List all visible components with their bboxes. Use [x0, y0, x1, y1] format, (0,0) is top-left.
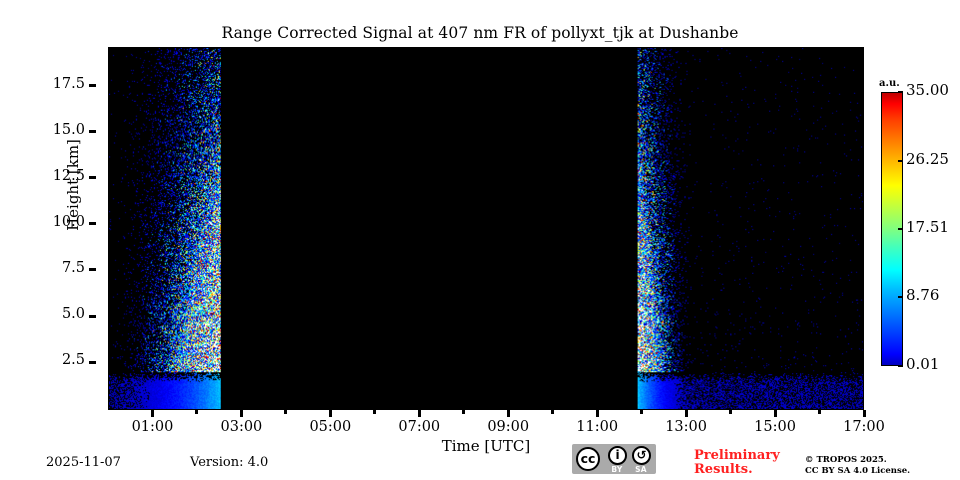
- y-tick-label: 2.5: [61, 352, 85, 369]
- cc-sa-icon: ↺: [632, 446, 651, 465]
- x-tick-label: 05:00: [309, 419, 352, 435]
- cc-by-icon: i: [608, 446, 627, 465]
- creative-commons-badge[interactable]: cc i ↺ BY SA: [572, 444, 656, 474]
- x-minor-tick-mark: [818, 410, 822, 414]
- x-tick-mark: [239, 410, 243, 417]
- page-title: Range Corrected Signal at 407 nm FR of p…: [221, 24, 739, 42]
- x-minor-tick-mark: [729, 410, 733, 414]
- cc-sa-caption: SA: [635, 465, 647, 474]
- colorbar-tick-mark: [898, 91, 903, 93]
- x-tick-label: 01:00: [131, 419, 174, 435]
- y-tick-mark: [89, 222, 96, 226]
- y-tick-mark: [89, 268, 96, 272]
- heatmap-plot-area: [108, 47, 864, 410]
- y-tick-label: 10.0: [52, 213, 85, 230]
- colorbar-tick-mark: [898, 227, 903, 230]
- colorbar-tick-label: 8.76: [906, 286, 940, 305]
- x-tick-label: 11:00: [576, 419, 619, 435]
- x-tick-mark: [328, 410, 332, 417]
- colorbar-unit-label: a.u.: [879, 78, 900, 89]
- x-tick-mark: [684, 410, 688, 417]
- x-tick-label: 09:00: [487, 419, 530, 435]
- colorbar-tick-label: 17.51: [906, 217, 949, 236]
- measurement-date: 2025-11-07: [46, 455, 121, 470]
- y-tick-label: 5.0: [61, 306, 85, 323]
- y-tick-mark: [89, 360, 96, 364]
- y-tick-mark: [89, 176, 96, 180]
- x-tick-label: 17:00: [843, 419, 885, 435]
- preliminary-line-1: Preliminary: [694, 448, 780, 463]
- copyright-line-2: CC BY SA 4.0 License.: [805, 466, 911, 476]
- x-minor-tick-mark: [462, 410, 466, 414]
- colorbar-tick-mark: [898, 159, 903, 162]
- colorbar-tick-label: 26.25: [906, 149, 949, 168]
- x-minor-tick-mark: [195, 410, 199, 414]
- preliminary-line-2: Results.: [694, 462, 753, 477]
- range-corrected-signal-heatmap: [109, 48, 863, 409]
- x-tick-mark: [862, 410, 866, 417]
- x-minor-tick-mark: [373, 410, 377, 414]
- colorbar-tick-mark: [898, 296, 903, 299]
- cc-logo-icon: cc: [576, 447, 600, 471]
- x-minor-tick-mark: [551, 410, 555, 414]
- x-tick-mark: [773, 410, 777, 417]
- y-tick-label: 15.0: [52, 121, 85, 138]
- x-tick-label: 15:00: [754, 419, 796, 435]
- copyright-line-1: © TROPOS 2025.: [805, 455, 887, 465]
- y-tick-mark: [89, 130, 96, 134]
- x-axis-label: Time [UTC]: [441, 437, 531, 455]
- y-tick-label: 7.5: [61, 259, 85, 276]
- x-tick-mark: [417, 410, 421, 417]
- colorbar-tick-label: 0.01: [906, 355, 940, 373]
- version-label: Version: 4.0: [190, 455, 269, 470]
- y-tick-mark: [89, 84, 96, 88]
- x-tick-label: 07:00: [398, 419, 441, 435]
- cc-by-caption: BY: [611, 465, 623, 474]
- preliminary-results-notice: Preliminary Results.: [694, 449, 780, 477]
- x-tick-label: 13:00: [665, 419, 707, 435]
- copyright-notice: © TROPOS 2025. CC BY SA 4.0 License.: [805, 455, 910, 477]
- x-tick-mark: [506, 410, 510, 417]
- x-tick-mark: [595, 410, 599, 417]
- x-minor-tick-mark: [640, 410, 644, 414]
- y-tick-mark: [89, 314, 96, 318]
- colorbar-tick-label: 35.00: [906, 81, 949, 99]
- y-tick-label: 17.5: [52, 75, 85, 92]
- x-tick-label: 03:00: [220, 419, 263, 435]
- colorbar-tick-mark: [898, 365, 903, 367]
- x-minor-tick-mark: [284, 410, 288, 414]
- y-tick-label: 12.5: [52, 167, 85, 184]
- x-tick-mark: [150, 410, 154, 417]
